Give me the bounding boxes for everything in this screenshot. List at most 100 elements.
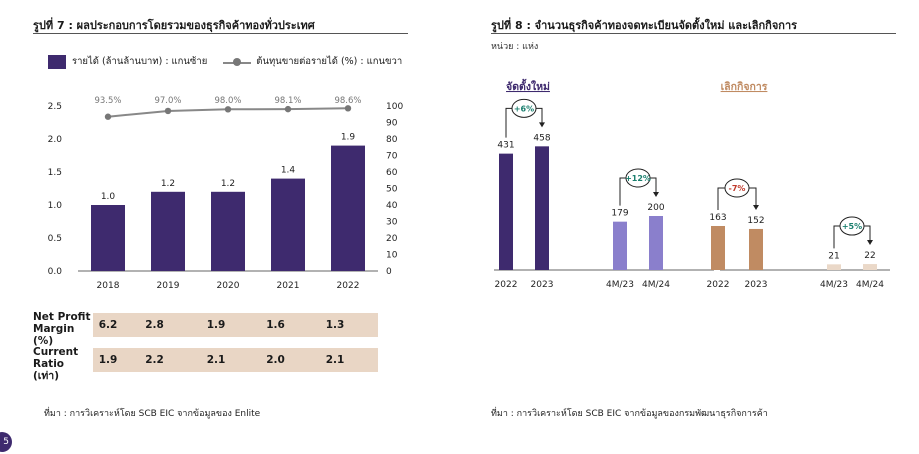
x-tick-label: 2021: [277, 281, 300, 291]
revenue-bar: [91, 205, 125, 271]
count-bar: [749, 228, 763, 270]
x-tick-label: 2019: [157, 281, 180, 291]
revenue-bar: [331, 145, 365, 271]
change-arrowhead: [753, 204, 759, 210]
y-left-tick-label: 1.5: [48, 168, 62, 178]
left-title-rule: [33, 33, 408, 34]
right-title-rule: [491, 33, 896, 34]
revenue-bar: [211, 191, 245, 271]
table-cell: 1.3: [325, 319, 345, 331]
change-arrowhead: [867, 240, 873, 246]
y-right-tick-label: 30: [386, 218, 398, 228]
y-right-tick-label: 70: [386, 152, 398, 162]
group-title: เลิกกิจการ: [721, 81, 768, 93]
y-right-tick-label: 100: [386, 102, 403, 112]
revenue-chart: 0.0 0.5 1.0 1.5 2.0 2.5 0 10 20 30 40 50 60 70 80 90 100…: [48, 96, 404, 291]
table-cell: 1.9: [206, 319, 226, 331]
count-bar-label: 22: [864, 251, 875, 261]
count-bar: [711, 225, 725, 270]
unit-label: หน่วย : แห่ง: [491, 42, 539, 52]
y-left-tick-label: 2.5: [48, 102, 62, 112]
count-bar-label: 179: [611, 209, 628, 219]
table-cell: 2.8: [145, 319, 164, 331]
group-title: จัดตั้งใหม่: [506, 78, 550, 93]
table-row-label: Current Ratio (เท่า): [33, 346, 79, 382]
count-bar-label: 21: [828, 251, 839, 261]
table-row-current-ratio: Current Ratio (เท่า) 1.9 2.2 2.1 2.0 2.1: [33, 346, 378, 382]
cost-ratio-point: [104, 113, 112, 120]
y-right-tick-label: 20: [386, 234, 398, 244]
count-bar: [535, 146, 549, 270]
revenue-bar-label: 1.9: [341, 133, 356, 143]
y-right-tick-label: 50: [386, 185, 398, 195]
x-tick-label: 4M/23: [606, 280, 634, 290]
cost-ratio-point: [164, 107, 172, 115]
x-tick-label: 2020: [217, 281, 240, 291]
table-cell: 2.1: [206, 354, 226, 366]
cost-ratio-label: 97.0%: [154, 96, 181, 106]
count-bar: [499, 153, 513, 270]
revenue-bar: [151, 191, 185, 271]
x-tick-label: 2018: [97, 281, 120, 291]
y-left-tick-label: 2.0: [48, 135, 63, 145]
page-number: 5: [0, 432, 12, 452]
y-left-tick-label: 0.5: [48, 234, 62, 244]
table-cell: 2.2: [145, 354, 164, 366]
right-source-note: ที่มา : การวิเคราะห์โดย SCB EIC จากข้อมู…: [491, 409, 768, 419]
legend-line-label: ต้นทุนขายต่อรายได้ (%) : แกนขวา: [256, 56, 403, 67]
y-right-tick-label: 60: [386, 168, 398, 178]
table-cell: 1.6: [266, 319, 285, 331]
count-bar: [613, 221, 627, 270]
y-right-tick-label: 90: [386, 119, 398, 129]
revenue-bar: [271, 178, 305, 271]
cost-ratio-label: 98.1%: [274, 96, 301, 106]
table-cell: 2.1: [325, 354, 345, 366]
count-bar: [863, 264, 877, 270]
change-badge: [511, 98, 537, 118]
change-badge-label: +6%: [514, 104, 534, 113]
table-row-label: Net Profit Margin (%): [33, 311, 91, 347]
revenue-bar-label: 1.4: [281, 166, 296, 176]
left-chart-title: รูปที่ 7 : ผลประกอบการโดยรวมของธุรกิจค้า…: [33, 19, 315, 32]
change-arrowhead: [539, 122, 545, 128]
count-bar-label: 163: [709, 213, 726, 223]
y-right-tick-label: 10: [386, 251, 398, 261]
count-bar-label: 431: [497, 141, 514, 151]
change-badge: [839, 216, 865, 236]
count-bar: [827, 264, 841, 270]
count-bar-label: 458: [533, 133, 550, 143]
cost-ratio-label: 93.5%: [94, 96, 121, 106]
table-row-band: 1.9 2.2 2.1 2.0 2.1: [93, 348, 378, 372]
change-badge-label: -7%: [729, 184, 746, 193]
cost-ratio-point: [224, 106, 232, 113]
revenue-bar-label: 1.2: [221, 179, 235, 189]
x-tick-label: 2022: [707, 280, 730, 290]
table-row-band: 6.2 2.8 1.9 1.6 1.3: [93, 313, 378, 337]
y-left-tick-label: 0.0: [48, 267, 63, 277]
change-badge: [724, 178, 750, 198]
change-arrowhead: [653, 192, 659, 197]
legend-bar-swatch: [48, 54, 66, 69]
cost-ratio-label: 98.0%: [214, 96, 241, 106]
table-cell: 2.0: [266, 354, 285, 366]
y-right-tick-label: 40: [386, 201, 398, 211]
x-tick-label: 2023: [531, 280, 554, 290]
table-row-net-profit-margin: Net Profit Margin (%) 6.2 2.8 1.9 1.6 1.…: [33, 311, 378, 347]
count-bar-label: 152: [747, 216, 764, 226]
change-badge: [625, 168, 651, 188]
x-tick-label: 2022: [495, 280, 518, 290]
cost-ratio-label: 98.6%: [334, 96, 361, 106]
left-legend: รายได้ (ล้านล้านบาท) : แกนซ้าย ต้นทุนขาย…: [48, 54, 402, 69]
count-bar-label: 200: [647, 203, 664, 213]
right-chart-title: รูปที่ 8 : จำนวนธุรกิจค้าทองจดทะเบียนจัด…: [491, 19, 798, 32]
legend-line-swatch: [223, 55, 252, 69]
left-source-note: ที่มา : การวิเคราะห์โดย SCB EIC จากข้อมู…: [44, 409, 261, 419]
y-right-tick-label: 0: [386, 267, 392, 277]
change-badge-label: +12%: [625, 174, 651, 183]
count-bar: [649, 216, 663, 270]
cost-ratio-point: [284, 105, 292, 113]
x-tick-label: 2023: [745, 280, 768, 290]
y-right-tick-label: 80: [386, 135, 398, 145]
change-badge-label: +5%: [842, 222, 862, 231]
x-tick-label: 4M/24: [856, 280, 884, 290]
